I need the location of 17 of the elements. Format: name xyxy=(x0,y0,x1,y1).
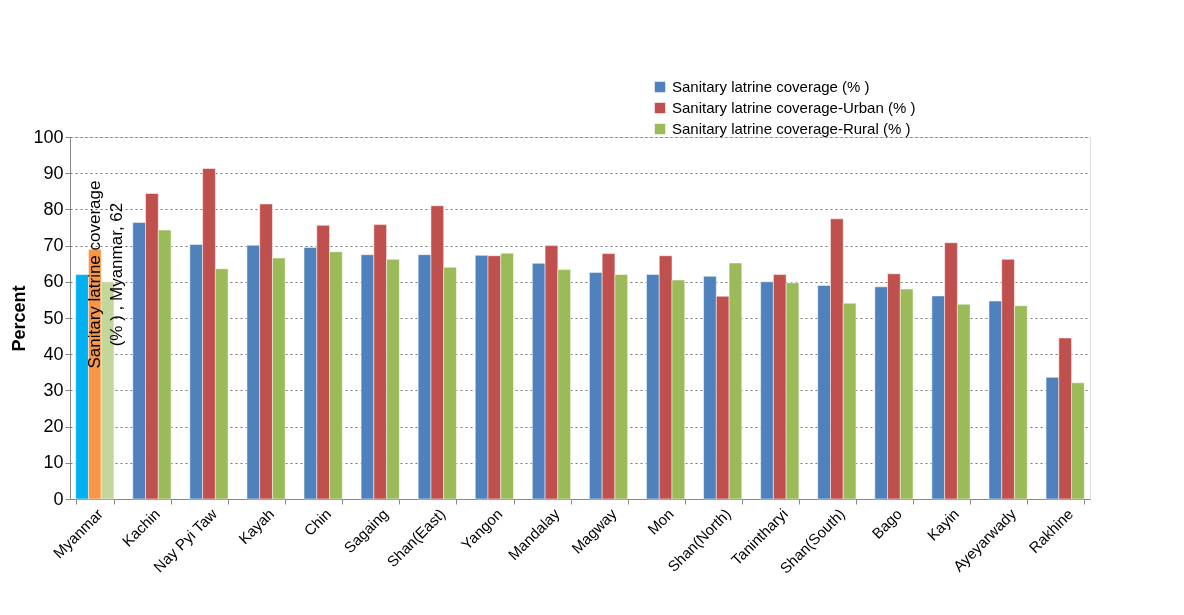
y-tick-label: 30 xyxy=(43,379,64,400)
legend-label: Sanitary latrine coverage-Urban (% ) xyxy=(672,99,916,116)
x-tick-label: Chin xyxy=(300,505,335,539)
y-tick-label: 60 xyxy=(43,271,64,292)
y-axis-title: Percent xyxy=(9,285,30,352)
y-tick-label: 10 xyxy=(43,452,64,473)
y-tick-label: 40 xyxy=(43,343,64,364)
annotation: Sanitary latrine coverage (% ) , Myanmar, 62 xyxy=(84,180,126,369)
legend-label: Sanitary latrine coverage (% ) xyxy=(672,78,870,95)
legend-label: Sanitary latrine coverage-Rural (% ) xyxy=(672,120,911,137)
y-tick-label: 90 xyxy=(43,162,64,183)
y-tick-label: 100 xyxy=(33,126,64,147)
y-tick-label: 20 xyxy=(43,416,64,437)
y-tick-label: 50 xyxy=(43,307,64,328)
y-tick-label: 80 xyxy=(43,198,64,219)
y-tick-label: 0 xyxy=(53,488,64,509)
y-tick-label: 70 xyxy=(43,235,64,256)
